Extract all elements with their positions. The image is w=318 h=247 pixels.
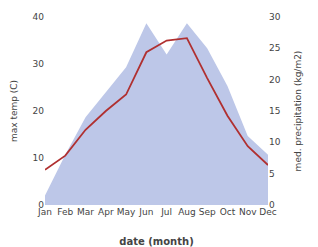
- svg-text:Sep: Sep: [199, 207, 216, 217]
- svg-text:30: 30: [269, 12, 281, 22]
- svg-text:0: 0: [38, 200, 44, 210]
- svg-text:30: 30: [33, 59, 45, 69]
- svg-text:15: 15: [269, 106, 280, 116]
- svg-text:Mar: Mar: [77, 207, 94, 217]
- svg-text:10: 10: [33, 153, 45, 163]
- svg-text:0: 0: [269, 200, 275, 210]
- svg-text:Oct: Oct: [220, 207, 236, 217]
- svg-text:date (month): date (month): [119, 236, 193, 247]
- svg-text:Dec: Dec: [259, 207, 276, 217]
- svg-text:25: 25: [269, 43, 280, 53]
- svg-text:Jul: Jul: [160, 207, 172, 217]
- svg-text:Apr: Apr: [98, 207, 114, 217]
- svg-text:5: 5: [269, 169, 275, 179]
- svg-text:40: 40: [33, 12, 45, 22]
- svg-text:Aug: Aug: [178, 207, 196, 217]
- svg-text:20: 20: [33, 106, 45, 116]
- svg-text:Feb: Feb: [57, 207, 73, 217]
- svg-text:Jan: Jan: [37, 207, 52, 217]
- svg-text:10: 10: [269, 137, 281, 147]
- svg-text:May: May: [117, 207, 136, 217]
- svg-text:Jun: Jun: [138, 207, 153, 217]
- svg-text:Nov: Nov: [239, 207, 257, 217]
- svg-text:med. precipitation (kg/m2): med. precipitation (kg/m2): [293, 51, 303, 172]
- svg-text:20: 20: [269, 75, 281, 85]
- svg-text:max temp (C): max temp (C): [9, 80, 19, 142]
